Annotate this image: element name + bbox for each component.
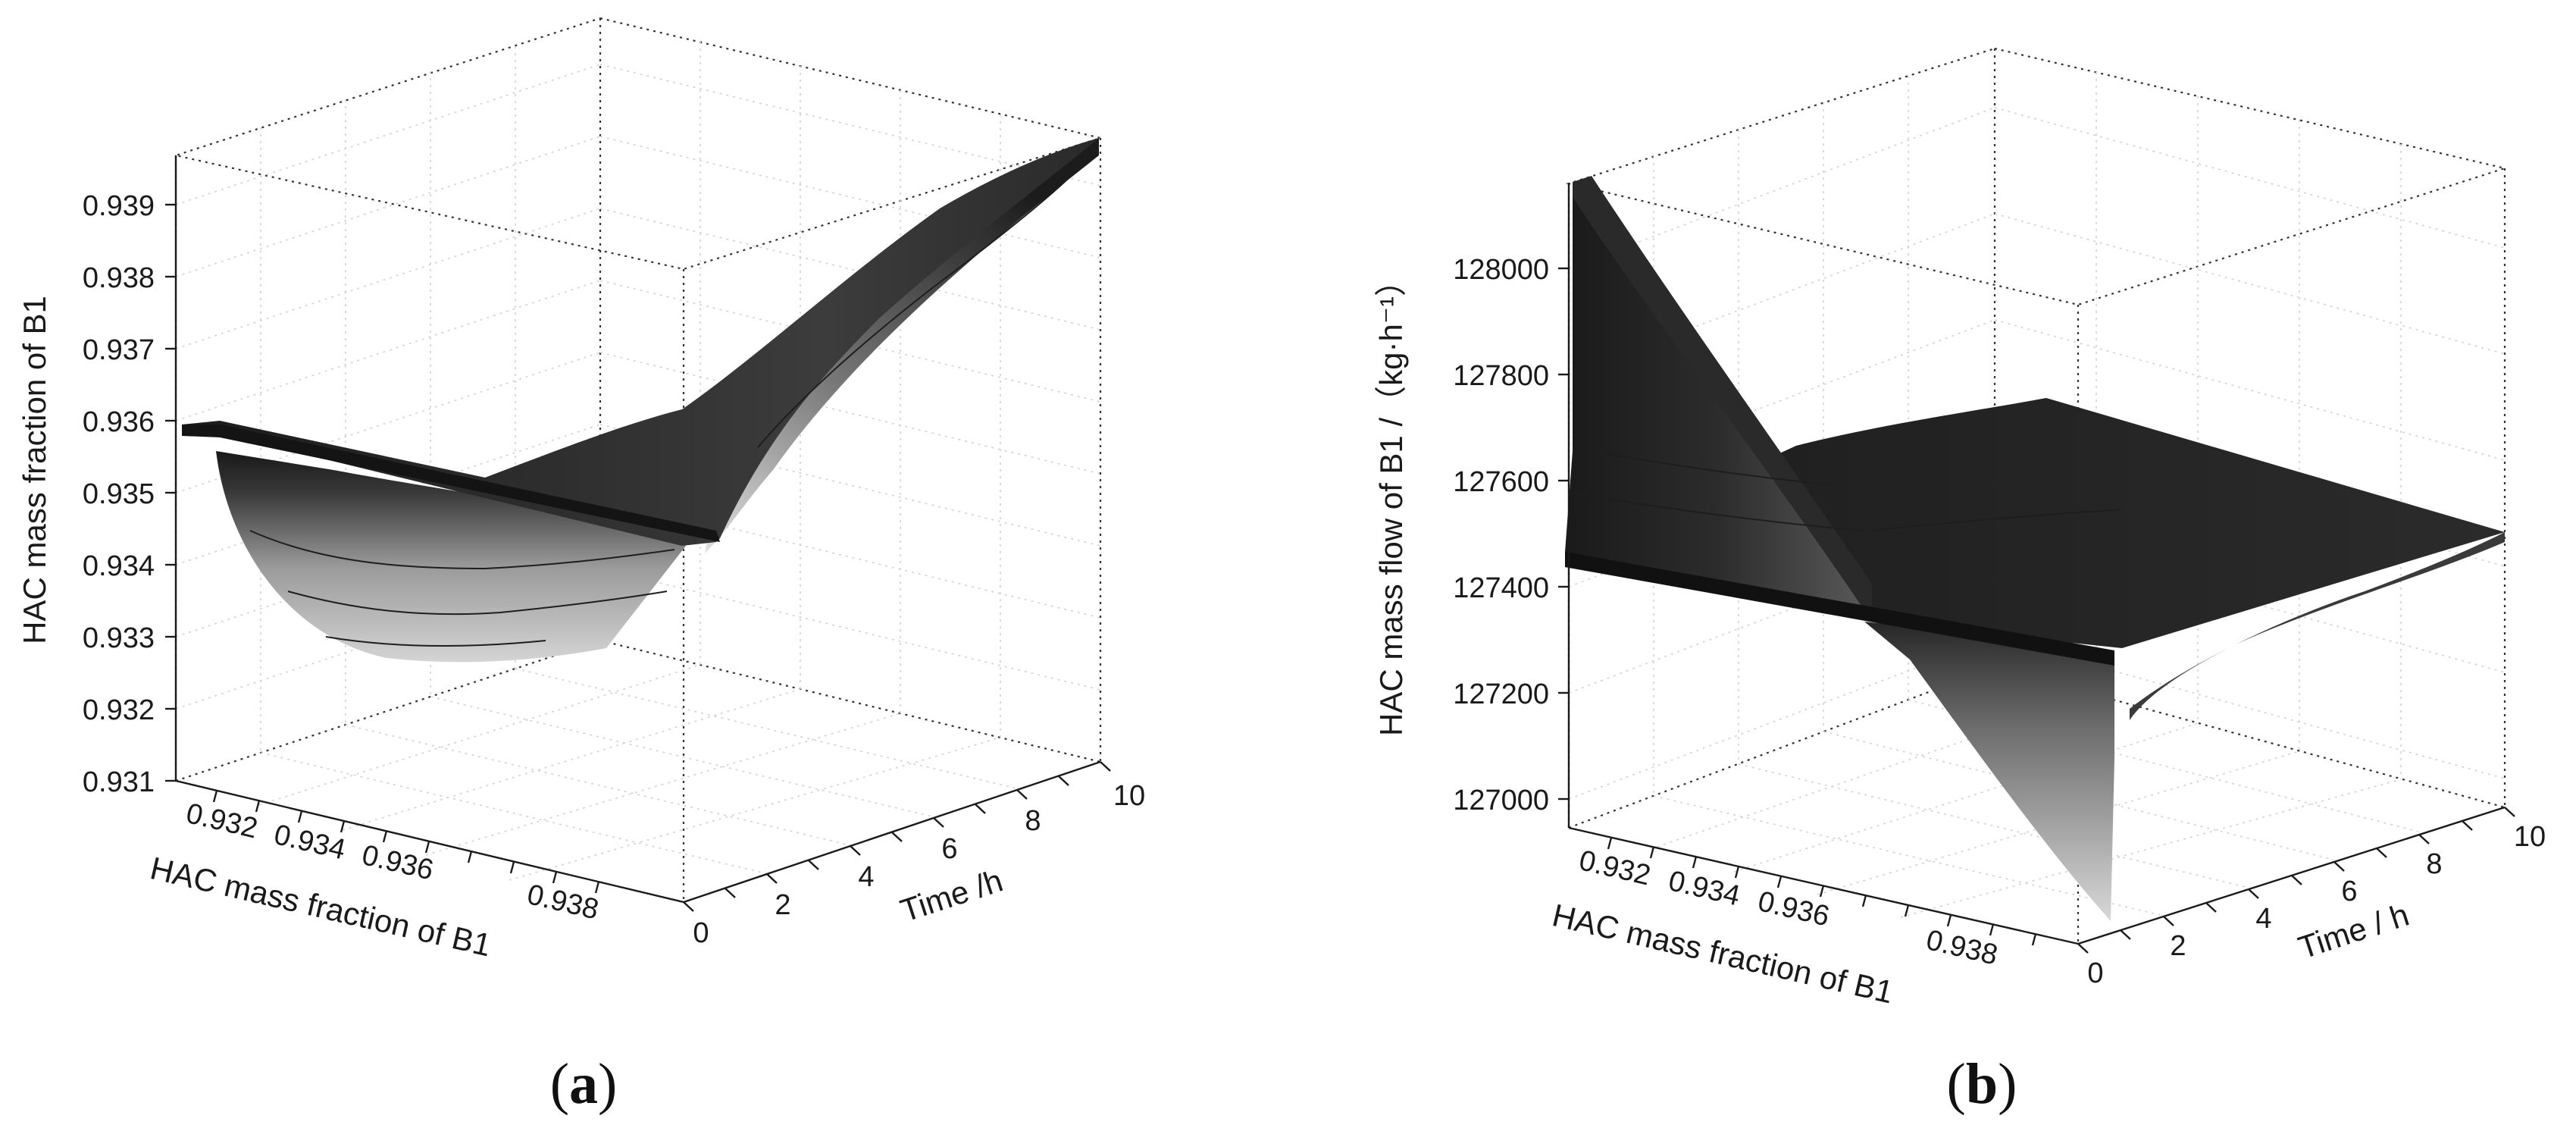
chart-b-x-tick: 0.934 <box>1666 865 1743 912</box>
chart-b-x-tick: 0.938 <box>1923 924 2001 971</box>
chart-a-panel-label: (a) <box>550 1052 618 1116</box>
chart-a-z-tick: 0.938 <box>83 262 155 294</box>
chart-b-y-tick: 2 <box>2170 930 2186 962</box>
chart-a-surface <box>182 138 1099 663</box>
chart-a-z-label: HAC mass fraction of B1 <box>17 296 52 644</box>
chart-a-y-tick: 10 <box>1113 780 1145 812</box>
chart-b-z-tick: 127400 <box>1453 572 1549 604</box>
chart-b-y-tick: 8 <box>2426 848 2442 880</box>
chart-a-z-tick: 0.936 <box>83 406 155 438</box>
chart-b-y-ticks: 0 2 4 6 8 10 <box>2077 807 2546 989</box>
chart-a-z-ticks: 0.931 0.932 0.933 0.934 0.935 0.936 0.93… <box>83 190 176 798</box>
chart-a-z-tick: 0.937 <box>83 334 155 366</box>
chart-b-z-tick: 128000 <box>1453 254 1549 286</box>
chart-b-z-tick: 127800 <box>1453 360 1549 392</box>
chart-a-z-tick: 0.932 <box>83 694 155 726</box>
chart-a-z-tick: 0.934 <box>83 550 155 582</box>
chart-a-y-axis <box>683 760 1101 904</box>
chart-a-y-label: Time /h <box>896 862 1006 928</box>
chart-b-y-tick: 10 <box>2514 821 2546 853</box>
chart-a: 0.931 0.932 0.933 0.934 0.935 0.936 0.93… <box>17 17 1145 1116</box>
chart-a-y-tick: 4 <box>858 861 874 893</box>
chart-b-y-tick: 0 <box>2087 957 2103 989</box>
chart-a-z-tick: 0.935 <box>83 478 155 510</box>
chart-b-surface <box>1565 176 2505 921</box>
chart-a-z-tick: 0.939 <box>83 190 155 222</box>
chart-b-y-tick: 4 <box>2255 903 2271 935</box>
chart-b-x-tick: 0.932 <box>1576 844 1654 891</box>
chart-b-z-tick: 127200 <box>1453 678 1549 710</box>
chart-a-z-tick: 0.933 <box>83 622 155 654</box>
chart-a-y-tick: 6 <box>941 833 957 865</box>
chart-a-x-tick: 0.934 <box>271 819 349 866</box>
chart-b-panel-label: (b) <box>1947 1052 2017 1116</box>
chart-b-z-tick: 127000 <box>1453 785 1549 816</box>
chart-a-x-tick: 0.932 <box>183 797 261 844</box>
chart-a-x-tick: 0.936 <box>359 839 437 886</box>
chart-b-z-tick: 127600 <box>1453 466 1549 498</box>
chart-a-y-tick: 2 <box>775 889 790 921</box>
chart-b-x-label: HAC mass fraction of B1 <box>1549 897 1897 1010</box>
chart-a-x-label: HAC mass fraction of B1 <box>147 850 495 963</box>
chart-a-x-tick: 0.938 <box>524 879 602 926</box>
chart-a-y-ticks: 0 2 4 6 8 10 <box>683 761 1145 949</box>
chart-b: 127000 127200 127400 127600 127800 12800… <box>1373 47 2546 1116</box>
chart-b-y-axis <box>2077 806 2506 945</box>
chart-b-z-label: HAC mass flow of B1 /（kg·h⁻¹） <box>1373 265 1409 736</box>
chart-a-z-tick: 0.931 <box>83 766 155 798</box>
chart-a-y-tick: 0 <box>693 917 709 949</box>
chart-b-y-tick: 6 <box>2341 876 2357 907</box>
chart-b-z-ticks: 127000 127200 127400 127600 127800 12800… <box>1453 254 1569 816</box>
chart-a-y-tick: 8 <box>1025 805 1041 837</box>
